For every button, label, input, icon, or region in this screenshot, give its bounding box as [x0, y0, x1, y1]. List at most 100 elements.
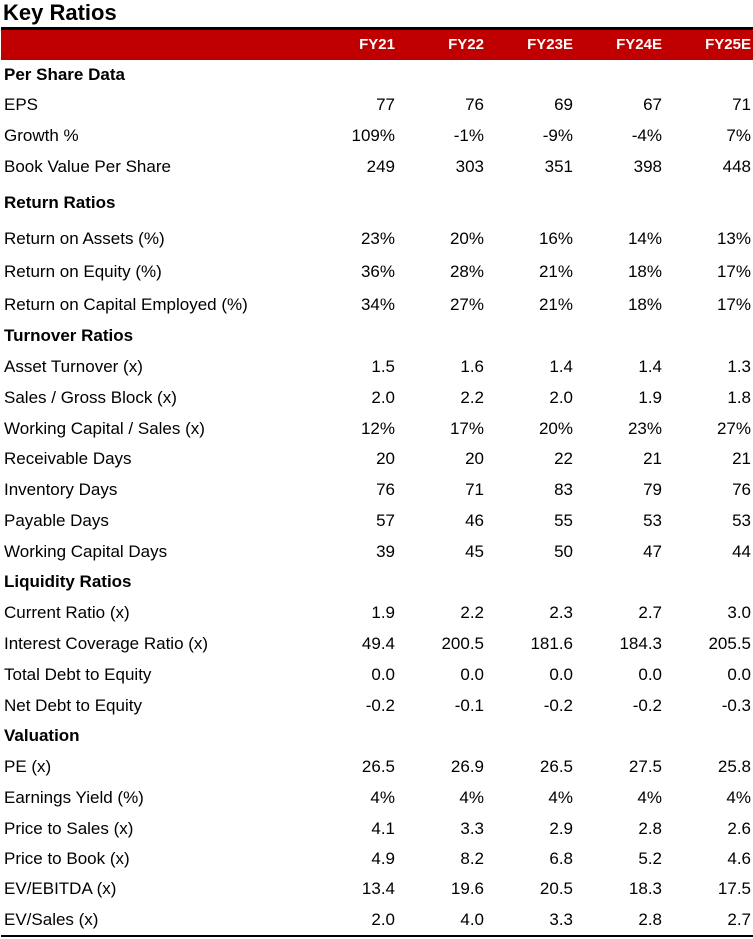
- table-cell: 5.2: [638, 849, 662, 868]
- table-cell: 50: [554, 542, 573, 561]
- table-cell: -0.2: [543, 696, 573, 715]
- table-row: Growth % 109% -1% -9% -4% 7%: [0, 121, 753, 151]
- row-label: EV/Sales (x): [4, 910, 99, 929]
- table-cell: 4%: [548, 788, 573, 807]
- table-cell: 27%: [449, 295, 484, 314]
- table-row: EV/EBITDA (x) 13.4 19.6 20.5 18.3 17.5: [0, 874, 753, 904]
- table-cell: 0.0: [638, 665, 662, 684]
- table-cell: 351: [544, 157, 573, 176]
- section-label: Return Ratios: [4, 193, 116, 212]
- table-cell: 0.0: [460, 665, 484, 684]
- table-cell: 2.0: [371, 388, 395, 407]
- row-label: Book Value Per Share: [4, 157, 171, 176]
- table-cell: 26.9: [450, 757, 484, 776]
- table-cell: -0.3: [721, 696, 751, 715]
- table-cell: 27.5: [628, 757, 662, 776]
- table-row: Working Capital Days 39 45 50 47 44: [0, 537, 753, 567]
- table-cell: 2.6: [727, 819, 751, 838]
- table-cell: 4.9: [371, 849, 395, 868]
- section-label: Liquidity Ratios: [4, 572, 132, 591]
- table-cell: 36%: [360, 262, 395, 281]
- table-cell: 184.3: [619, 634, 662, 653]
- table-cell: 45: [465, 542, 484, 561]
- row-label: Total Debt to Equity: [4, 665, 152, 684]
- table-row: Asset Turnover (x) 1.5 1.6 1.4 1.4 1.3: [0, 352, 753, 382]
- table-cell: 18.3: [628, 879, 662, 898]
- table-row: Current Ratio (x) 1.9 2.2 2.3 2.7 3.0: [0, 598, 753, 628]
- table-cell: 34%: [360, 295, 395, 314]
- row-label: EPS: [4, 95, 39, 114]
- table-cell: 67: [643, 95, 662, 114]
- table-cell: 2.7: [727, 910, 751, 929]
- table-cell: 53: [643, 511, 662, 530]
- row-label: Return on Equity (%): [4, 262, 162, 281]
- table-cell: 0.0: [371, 665, 395, 684]
- table-cell: 27%: [716, 419, 751, 438]
- table-row: EV/Sales (x) 2.0 4.0 3.3 2.8 2.7: [0, 905, 753, 935]
- table-cell: 4%: [726, 788, 751, 807]
- table-cell: 20%: [538, 419, 573, 438]
- table-cell: 83: [554, 480, 573, 499]
- table-cell: 1.8: [727, 388, 751, 407]
- table-cell: 22: [554, 449, 573, 468]
- table-cell: 200.5: [441, 634, 484, 653]
- table-row: Price to Sales (x) 4.1 3.3 2.9 2.8 2.6: [0, 814, 753, 844]
- table-cell: 14%: [627, 229, 662, 248]
- table-cell: 17%: [716, 295, 751, 314]
- row-label: PE (x): [4, 757, 52, 776]
- table-row: Return on Assets (%) 23% 20% 16% 14% 13%: [0, 224, 753, 254]
- table-cell: 0.0: [727, 665, 751, 684]
- table-row: Inventory Days 76 71 83 79 76: [0, 475, 753, 505]
- row-label: Payable Days: [4, 511, 109, 530]
- section-header-row: Per Share Data: [0, 60, 753, 90]
- table-cell: 0.0: [549, 665, 573, 684]
- table-row: EPS 77 76 69 67 71: [0, 90, 753, 120]
- table-cell: 1.4: [549, 357, 573, 376]
- table-cell: 2.9: [549, 819, 573, 838]
- table-cell: 4%: [459, 788, 484, 807]
- table-cell: 18%: [627, 262, 662, 281]
- column-header: FY22: [448, 36, 484, 53]
- row-label: Return on Assets (%): [4, 229, 165, 248]
- table-cell: 1.5: [371, 357, 395, 376]
- table-cell: -9%: [542, 126, 573, 145]
- section-label: Valuation: [4, 726, 80, 745]
- row-label: Receivable Days: [4, 449, 132, 468]
- row-label: Earnings Yield (%): [4, 788, 144, 807]
- table-cell: 21: [732, 449, 751, 468]
- table-cell: 20: [376, 449, 395, 468]
- column-header: FY25E: [705, 36, 751, 53]
- table-cell: 25.8: [717, 757, 751, 776]
- table-cell: 4%: [637, 788, 662, 807]
- table-cell: 398: [633, 157, 662, 176]
- table-cell: 2.0: [549, 388, 573, 407]
- section-header-row: Valuation: [0, 721, 753, 751]
- table-cell: 39: [376, 542, 395, 561]
- table-cell: 1.4: [638, 357, 662, 376]
- table-cell: 47: [643, 542, 662, 561]
- table-row: Payable Days 57 46 55 53 53: [0, 506, 753, 536]
- table-cell: 79: [643, 480, 662, 499]
- row-label: Net Debt to Equity: [4, 696, 142, 715]
- table-cell: 7%: [726, 126, 751, 145]
- section-header-row: Liquidity Ratios: [0, 567, 753, 597]
- table-cell: 71: [732, 95, 751, 114]
- table-row: Sales / Gross Block (x) 2.0 2.2 2.0 1.9 1.8: [0, 383, 753, 413]
- table-row: Receivable Days 20 20 22 21 21: [0, 444, 753, 474]
- row-label: Price to Book (x): [4, 849, 130, 868]
- table-cell: 2.3: [549, 603, 573, 622]
- table-cell: 1.9: [371, 603, 395, 622]
- table-row: PE (x) 26.5 26.9 26.5 27.5 25.8: [0, 752, 753, 782]
- table-cell: 249: [366, 157, 395, 176]
- table-cell: 3.0: [727, 603, 751, 622]
- section-label: Turnover Ratios: [4, 326, 134, 345]
- table-row: Return on Equity (%) 36% 28% 21% 18% 17%: [0, 257, 753, 287]
- table-cell: 2.0: [371, 910, 395, 929]
- row-label: Growth %: [4, 126, 79, 145]
- table-cell: 2.2: [460, 603, 484, 622]
- column-header: FY21: [359, 36, 395, 53]
- table-cell: 69: [554, 95, 573, 114]
- table-cell: 19.6: [450, 879, 484, 898]
- table-cell: 21%: [538, 295, 573, 314]
- table-cell: 205.5: [708, 634, 751, 653]
